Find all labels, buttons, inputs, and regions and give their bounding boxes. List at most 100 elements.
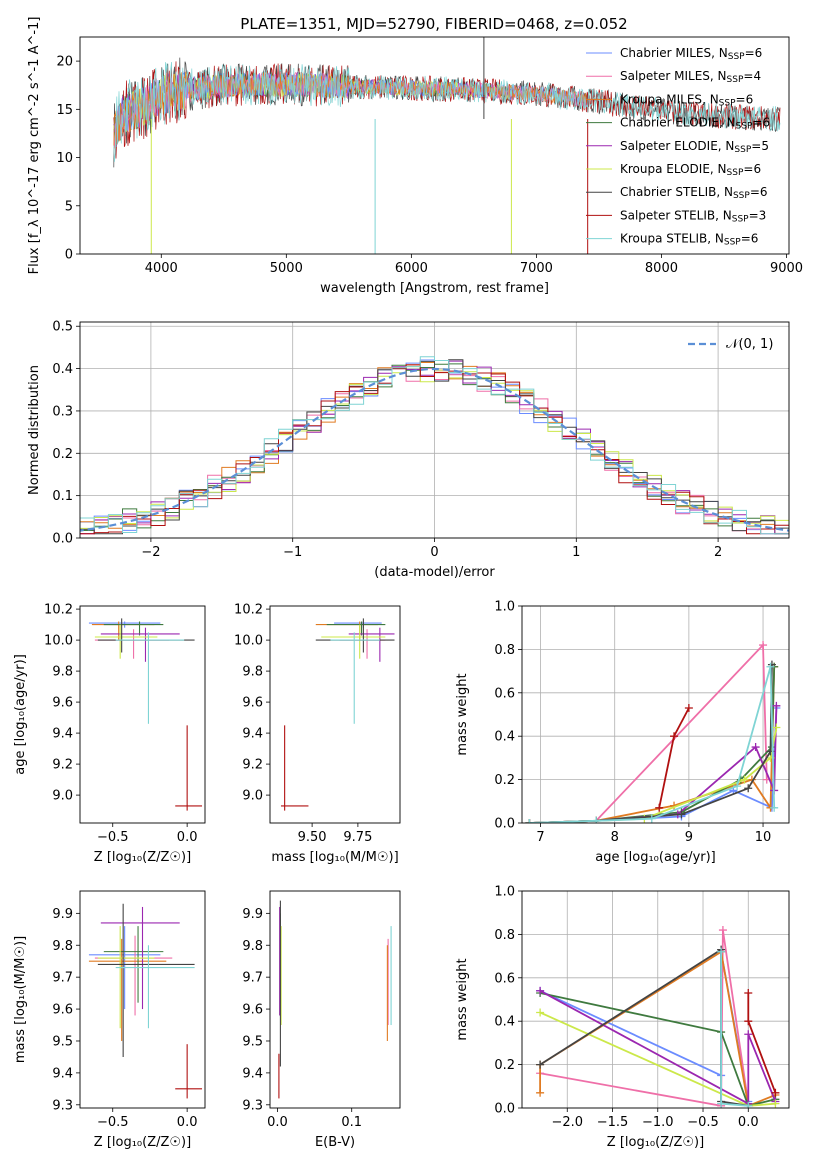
residuals-axes: −2 −1 0 1 2 0.0 0.1 0.2 0.3 0.4 0.5 (data-model)/er… xyxy=(27,320,789,580)
weight_vs_age-xtick-label: 8 xyxy=(611,830,619,845)
spectrum-legend: Chabrier MILES, NSSP=6 Salpeter MILES, NS… xyxy=(586,46,770,248)
mass_vs_Z-ytick-label: 9.6 xyxy=(52,1003,73,1018)
spectrum-series xyxy=(113,37,781,254)
age_vs_mass-xtick-label: 9.75 xyxy=(343,830,372,845)
weight_vs_age-line-kroupa-stelib xyxy=(529,666,776,823)
mass_vs_Z-point-salpeter-miles xyxy=(94,935,173,1016)
spectrum-line-kroupa-stelib xyxy=(113,61,781,162)
weight_vs_Z-ytick-label: 0.6 xyxy=(494,971,515,986)
weight_vs_Z-marker xyxy=(717,947,726,956)
age_vs_Z-point-salpeter-elodie xyxy=(100,627,180,662)
legend-nssp: 4 xyxy=(753,69,761,83)
residual-legend-label: 𝒩(0, 1) xyxy=(726,337,773,352)
weight_vs_age-marker xyxy=(770,803,779,812)
legend-label-salpeter-elodie: Salpeter ELODIE, NSSP=5 xyxy=(620,139,769,155)
spectrum-xtick-label: 5000 xyxy=(270,261,303,276)
weight_vs_age-line-salpeter-stelib xyxy=(658,707,690,808)
figure-title: PLATE=1351, MJD=52790, FIBERID=0468, z=0… xyxy=(240,15,627,33)
legend-nssp: 6 xyxy=(746,92,754,106)
weight_vs_Z-xtick-label: −1.0 xyxy=(642,1115,674,1130)
weight_vs_age-marker xyxy=(740,775,749,784)
spectrum-ytick-label: 20 xyxy=(56,55,73,70)
weight_vs_age-ytick-label: 0.6 xyxy=(494,686,515,701)
weight_vs_age-xtick-label: 9 xyxy=(685,830,693,845)
weight_vs_age-xtick-label: 7 xyxy=(536,830,544,845)
age_vs_mass-xlabel: mass [log₁₀(M/M☉)] xyxy=(271,850,398,865)
legend-model: Salpeter ELODIE xyxy=(620,139,718,153)
weight_vs_Z-marker xyxy=(744,1030,753,1039)
weight_vs_Z-line-salpeter-miles xyxy=(539,929,750,1107)
mass_vs_Z-ytick-label: 9.3 xyxy=(52,1098,73,1113)
weight_vs_Z-xtick-label: −1.5 xyxy=(597,1115,629,1130)
weight_vs_age-marker xyxy=(525,819,534,823)
mass_vs_ebv-xtick-label: 0.1 xyxy=(341,1115,362,1130)
weight_vs_age-marker xyxy=(733,782,742,791)
legend-label-salpeter-stelib: Salpeter STELIB, NSSP=3 xyxy=(620,208,766,224)
age_vs_mass-ytick-label: 9.6 xyxy=(242,696,263,711)
weight_vs_Z-xlabel: Z [log₁₀(Z/Z☉)] xyxy=(607,1135,704,1150)
spectrum-axes: 4000 5000 6000 7000 8000 9000 0 5 10 15 20 waveleng… xyxy=(27,17,803,296)
mass_vs_ebv-ytick-label: 9.4 xyxy=(242,1066,263,1081)
mass_vs_ebv-xtick-label: 0.0 xyxy=(267,1115,288,1130)
weight_vs_age-line-chabrier-stelib xyxy=(529,664,773,823)
residuals-ylabel: Normed distribution xyxy=(27,365,42,495)
legend-model: Chabrier ELODIE xyxy=(620,116,719,130)
mass_vs_Z-point-salpeter-stelib xyxy=(175,1044,203,1099)
spectrum-xtick-label: 6000 xyxy=(395,261,428,276)
weight_vs_Z-marker xyxy=(718,926,727,935)
residuals-ytick-label: 0.1 xyxy=(52,489,73,504)
weight_vs_Z-marker xyxy=(771,1099,780,1108)
residuals-ytick-label: 0.0 xyxy=(52,532,73,547)
legend-nssp: 6 xyxy=(755,46,763,60)
weight_vs_Z-marker xyxy=(744,1017,753,1026)
age_vs_mass-ytick-label: 10.0 xyxy=(234,634,263,649)
mass_vs_ebv-series xyxy=(278,900,392,1099)
age_vs_Z-ytick-label: 9.2 xyxy=(52,758,73,773)
weight_vs_age-marker xyxy=(759,641,768,650)
mass_vs_Z-xtick-label: −0.5 xyxy=(97,1115,129,1130)
weight_vs_Z-xtick-label: −0.5 xyxy=(687,1115,719,1130)
weight_vs_Z-marker xyxy=(536,986,545,995)
weight_vs_Z-marker xyxy=(717,1099,726,1108)
legend-nssp: 5 xyxy=(761,139,769,153)
weight_vs_age-axes: 7 8 9 10 0.0 0.2 0.4 0.6 0.8 1.0 age [log₁₀(age/yr… xyxy=(455,600,789,865)
residuals-xlabel: (data-model)/error xyxy=(374,565,495,580)
spectrum-ytick-label: 10 xyxy=(56,151,73,166)
weight_vs_age-line-salpeter-miles xyxy=(529,642,768,823)
legend-model: Salpeter STELIB xyxy=(620,208,715,222)
mass_vs_Z-xtick-label: 0.0 xyxy=(177,1115,198,1130)
mass_vs_Z-point-chabrier-stelib xyxy=(97,903,195,1057)
weight_vs_Z-marker xyxy=(536,1008,545,1017)
legend-label-chabrier-stelib: Chabrier STELIB, NSSP=6 xyxy=(620,185,768,201)
weight_vs_Z-ytick-label: 0.0 xyxy=(494,1102,515,1117)
weight_vs_age-marker xyxy=(677,810,686,819)
mass_vs_Z-ytick-label: 9.9 xyxy=(52,907,73,922)
age_vs_Z-ytick-label: 10.2 xyxy=(44,603,73,618)
weight_vs_Z-marker xyxy=(536,1088,545,1097)
legend-label-chabrier-elodie: Chabrier ELODIE, NSSP=6 xyxy=(620,116,770,132)
residuals-ytick-label: 0.3 xyxy=(52,404,73,419)
age_vs_mass-point-salpeter-elodie xyxy=(348,627,395,662)
weight_vs_Z-xtick-label: −2.0 xyxy=(551,1115,583,1130)
legend-label-kroupa-elodie: Kroupa ELODIE, NSSP=6 xyxy=(620,162,761,178)
normal-curve xyxy=(80,367,789,532)
spectrum-ylabel: Flux [f_λ 10^-17 erg cm^-2 s^-1 A^-1] xyxy=(27,17,42,275)
weight_vs_Z-marker xyxy=(744,988,753,997)
mass_vs_ebv-frame xyxy=(269,890,401,1109)
weight_vs_age-frame xyxy=(521,605,790,824)
residuals-ytick-label: 0.4 xyxy=(52,362,73,377)
spectrum-ytick-label: 15 xyxy=(56,103,73,118)
age_vs_Z-xtick-label: 0.0 xyxy=(177,830,198,845)
spectrum-ytick-label: 5 xyxy=(65,199,73,214)
weight_vs_age-ylabel: mass weight xyxy=(455,673,470,755)
residuals-xtick-label: 1 xyxy=(572,545,580,560)
weight_vs_Z-axes: −2.0 −1.5 −1.0 −0.5 0.0 0.0 0.2 0.4 0.6 0.8 1.0 Z [… xyxy=(455,885,789,1150)
weight_vs_Z-ytick-label: 1.0 xyxy=(494,885,515,900)
mass_vs_ebv-ytick-label: 9.9 xyxy=(242,907,263,922)
age_vs_Z-ytick-label: 9.8 xyxy=(52,665,73,680)
age_vs_mass-point-kroupa-stelib xyxy=(330,632,380,724)
age_vs_Z-point-kroupa-elodie xyxy=(94,624,158,659)
residuals-xtick-label: −2 xyxy=(141,545,160,560)
weight_vs_Z-line-salpeter-elodie xyxy=(539,990,777,1106)
